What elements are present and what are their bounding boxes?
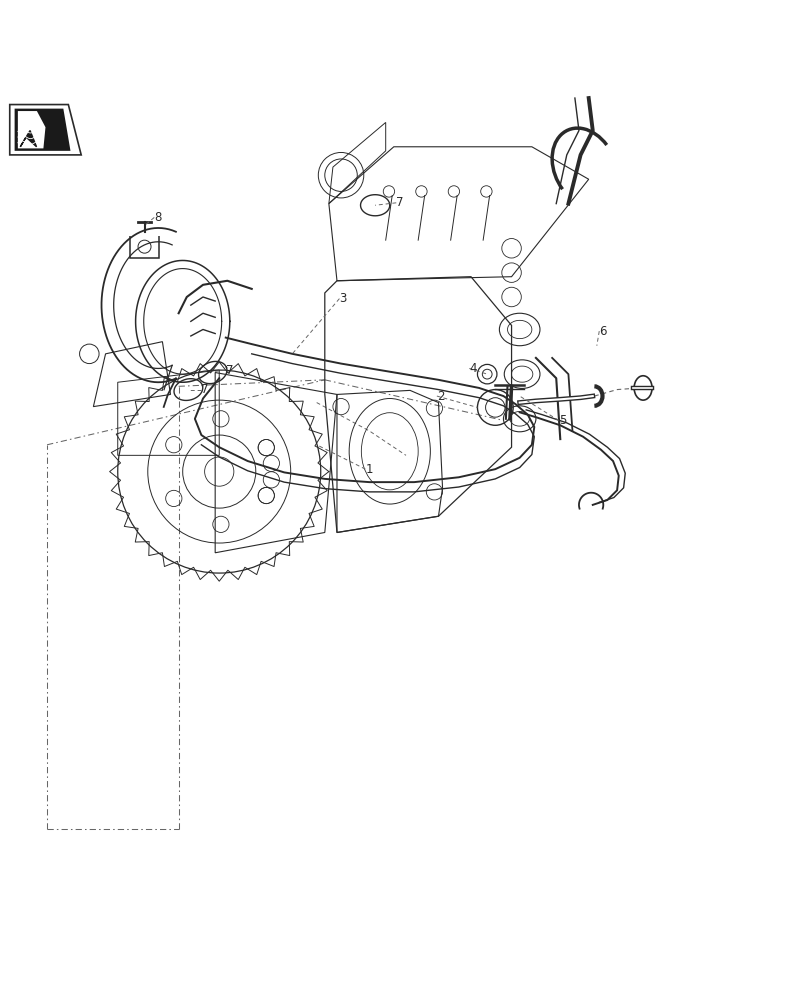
Polygon shape: [20, 131, 36, 147]
Text: 7: 7: [396, 196, 403, 209]
Text: 5: 5: [558, 414, 565, 427]
Polygon shape: [18, 111, 45, 148]
Text: 1: 1: [365, 463, 372, 476]
Text: 7: 7: [201, 383, 208, 396]
Polygon shape: [15, 109, 71, 151]
Text: 3: 3: [339, 292, 346, 305]
Text: 8: 8: [154, 211, 161, 224]
Text: 2: 2: [436, 390, 444, 403]
Text: 4: 4: [469, 362, 476, 375]
Text: 7: 7: [225, 364, 233, 377]
Text: 6: 6: [599, 325, 606, 338]
